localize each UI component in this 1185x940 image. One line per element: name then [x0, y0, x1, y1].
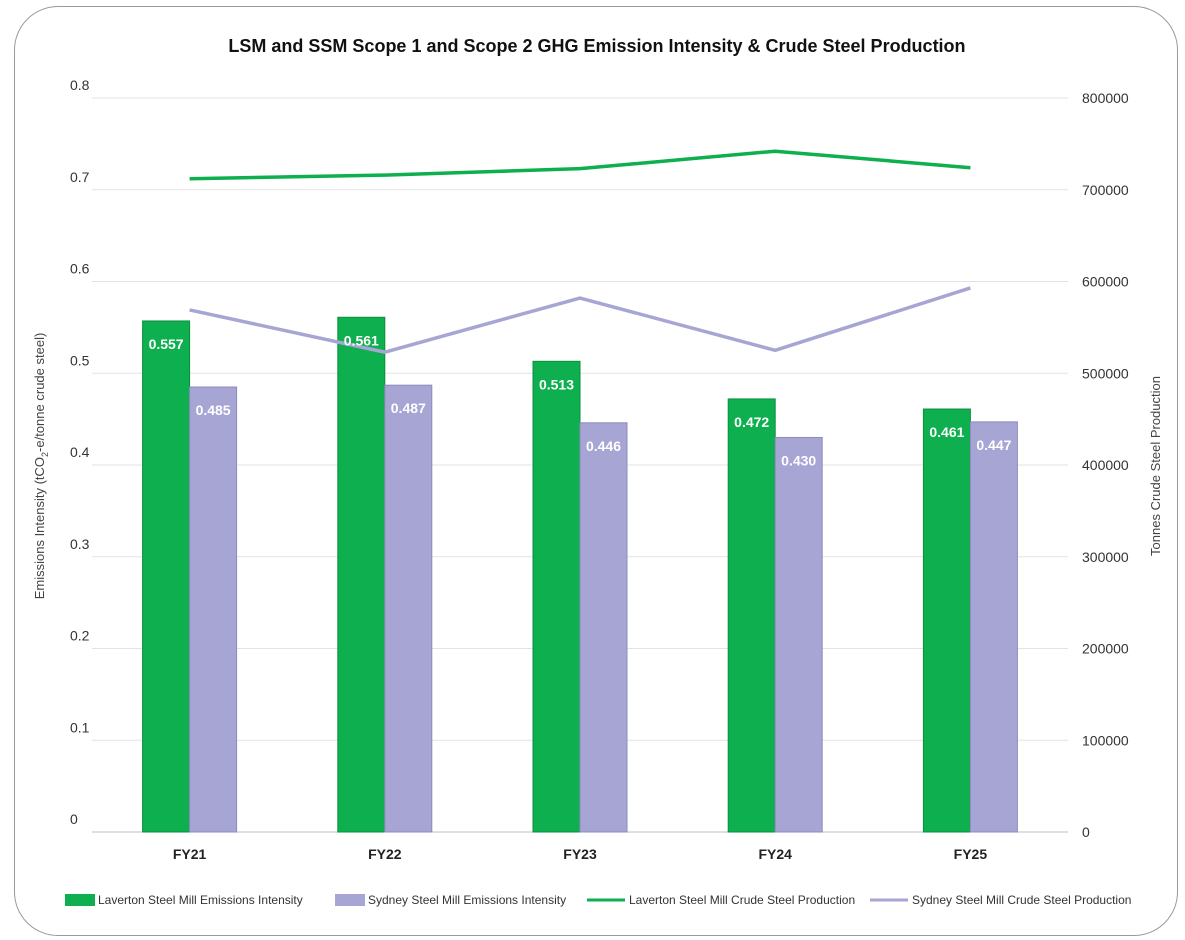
right-tick-label: 500000 — [1082, 365, 1129, 381]
sydney-intensity-bar — [189, 386, 238, 833]
category-label: FY23 — [563, 846, 597, 862]
laverton-intensity-label: 0.461 — [929, 424, 964, 440]
right-tick-label: 0 — [1082, 824, 1090, 840]
bar-series — [142, 316, 1018, 833]
category-labels: FY21 FY22 FY23 FY24 FY25 — [173, 846, 987, 862]
laverton-intensity-bar — [337, 316, 386, 833]
left-tick-label: 0.5 — [70, 352, 90, 368]
laverton-intensity-label: 0.513 — [539, 376, 574, 392]
category-label: FY25 — [954, 846, 988, 862]
left-tick-label: 0.4 — [70, 444, 90, 460]
category-label: FY22 — [368, 846, 402, 862]
right-axis-title: Tonnes Crude Steel Production — [1148, 376, 1163, 556]
sydney-intensity-bar — [969, 421, 1018, 833]
legend-laverton-intensity-label: Laverton Steel Mill Emissions Intensity — [98, 893, 303, 907]
chart-title: LSM and SSM Scope 1 and Scope 2 GHG Emis… — [228, 36, 965, 56]
right-tick-label: 100000 — [1082, 732, 1129, 748]
left-axis-title: Emissions Intensity (tCO2-e/tonne crude … — [32, 333, 50, 600]
laverton-intensity-label: 0.561 — [344, 332, 379, 348]
sydney-intensity-label: 0.447 — [976, 437, 1011, 453]
left-tick-label: 0.7 — [70, 169, 90, 185]
right-axis-ticks: 0 100000 200000 300000 400000 500000 600000 700… — [1082, 90, 1129, 840]
left-tick-label: 0.1 — [70, 719, 90, 735]
line-series — [189, 149, 971, 354]
right-tick-label: 600000 — [1082, 274, 1129, 290]
sydney-intensity-bar — [384, 384, 433, 833]
bar-data-labels: 0.557 0.485 0.561 0.487 0.513 0.446 0.472 0.430… — [149, 332, 1012, 468]
sydney-intensity-bar — [774, 436, 823, 833]
category-label: FY24 — [758, 846, 792, 862]
laverton-intensity-bar — [142, 320, 191, 833]
category-label: FY21 — [173, 846, 207, 862]
sydney-intensity-label: 0.487 — [391, 400, 426, 416]
laverton-intensity-bar — [532, 360, 581, 833]
left-tick-label: 0.6 — [70, 261, 90, 277]
left-tick-label: 0.8 — [70, 77, 90, 93]
laverton-intensity-bar — [727, 398, 776, 833]
right-tick-label: 700000 — [1082, 182, 1129, 198]
legend: Laverton Steel Mill Emissions Intensity S… — [65, 893, 1131, 907]
sydney-intensity-label: 0.446 — [586, 438, 621, 454]
sydney-intensity-label: 0.485 — [196, 402, 231, 418]
right-tick-label: 800000 — [1082, 90, 1129, 106]
legend-laverton-intensity-swatch — [65, 894, 95, 906]
legend-sydney-production-label: Sydney Steel Mill Crude Steel Production — [912, 893, 1131, 907]
sydney-production-line — [189, 286, 971, 354]
laverton-intensity-label: 0.557 — [149, 336, 184, 352]
sydney-intensity-bar — [579, 422, 628, 833]
left-tick-label: 0.3 — [70, 536, 90, 552]
right-tick-label: 300000 — [1082, 549, 1129, 565]
laverton-production-line — [189, 149, 971, 181]
legend-laverton-production-label: Laverton Steel Mill Crude Steel Producti… — [629, 893, 855, 907]
legend-sydney-intensity-label: Sydney Steel Mill Emissions Intensity — [368, 893, 566, 907]
legend-sydney-intensity-swatch — [335, 894, 365, 906]
left-axis-ticks: 0 0.1 0.2 0.3 0.4 0.5 0.6 0.7 0.8 — [70, 77, 90, 827]
left-tick-label: 0.2 — [70, 628, 90, 644]
right-tick-label: 400000 — [1082, 457, 1129, 473]
laverton-intensity-label: 0.472 — [734, 414, 769, 430]
laverton-intensity-bar — [922, 408, 971, 833]
sydney-intensity-label: 0.430 — [781, 452, 816, 468]
right-tick-label: 200000 — [1082, 641, 1129, 657]
left-tick-label: 0 — [70, 811, 78, 827]
